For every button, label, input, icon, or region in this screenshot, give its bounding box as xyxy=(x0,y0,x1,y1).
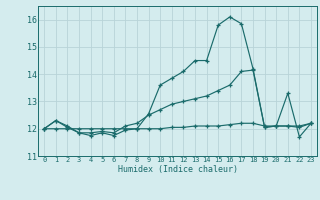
X-axis label: Humidex (Indice chaleur): Humidex (Indice chaleur) xyxy=(118,165,238,174)
